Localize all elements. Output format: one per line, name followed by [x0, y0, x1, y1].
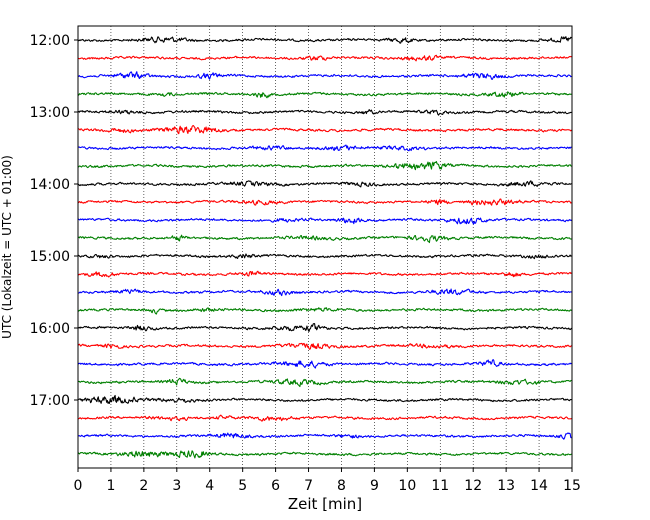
- seismic-trace: [77, 450, 572, 459]
- seismic-trace: [77, 288, 572, 297]
- plot-frame: [77, 25, 573, 469]
- seismic-trace: [77, 253, 572, 260]
- x-tick-label: 2: [139, 478, 148, 494]
- x-tick-label: 14: [530, 478, 548, 494]
- x-tick-label: 6: [271, 478, 280, 494]
- seismic-trace: [77, 414, 572, 422]
- seismic-trace: [77, 394, 572, 404]
- seismic-trace: [77, 160, 572, 171]
- y-tick-label: 16:00: [30, 321, 70, 337]
- y-axis-label: UTC (Lokalzeit = UTC + 01:00): [0, 155, 14, 339]
- y-tick-label: 13:00: [30, 105, 70, 121]
- seismic-trace: [77, 323, 572, 332]
- x-tick-label: 12: [464, 478, 482, 494]
- seismic-trace: [77, 91, 572, 99]
- seismic-trace: [77, 144, 572, 152]
- seismic-trace: [77, 234, 572, 244]
- x-tick-label: 4: [205, 478, 214, 494]
- x-tick-label: 0: [74, 478, 83, 494]
- seismic-trace: [77, 217, 572, 225]
- x-tick-label: 13: [497, 478, 515, 494]
- seismic-trace: [77, 54, 572, 62]
- seismic-trace: [77, 342, 572, 350]
- x-tick-label: 11: [431, 478, 449, 494]
- y-tick-label: 15:00: [30, 249, 70, 265]
- seismic-trace: [77, 270, 572, 278]
- x-tick-label: 9: [370, 478, 379, 494]
- seismic-trace: [77, 198, 572, 206]
- x-tick-label: 1: [106, 478, 115, 494]
- x-tick-label: 10: [398, 478, 416, 494]
- seismic-trace: [77, 307, 572, 315]
- seismic-trace: [77, 432, 572, 440]
- x-axis-label: Zeit [min]: [288, 495, 362, 513]
- traces-group: [77, 36, 572, 459]
- seismic-trace: [77, 377, 572, 388]
- y-axis: 12:00 13:00 14:00 15:00 16:00 17:00: [30, 33, 78, 409]
- seismic-trace: [77, 125, 572, 135]
- seismic-trace: [77, 358, 572, 369]
- y-tick-label: 17:00: [30, 393, 70, 409]
- x-tick-label: 5: [238, 478, 247, 494]
- y-tick-label: 14:00: [30, 177, 70, 193]
- x-tick-label: 8: [337, 478, 346, 494]
- seismic-trace: [77, 71, 572, 80]
- x-axis: 0 1 2 3 4 5 6 7 8 9 10 11 12 13 14 15: [74, 468, 581, 494]
- x-tick-label: 15: [563, 478, 581, 494]
- x-tick-label: 7: [304, 478, 313, 494]
- seismic-trace: [77, 180, 572, 188]
- seismic-trace: [77, 109, 572, 116]
- plot-background: [78, 26, 572, 468]
- y-tick-label: 12:00: [30, 33, 70, 49]
- x-tick-label: 3: [172, 478, 181, 494]
- seismic-trace: [77, 36, 572, 44]
